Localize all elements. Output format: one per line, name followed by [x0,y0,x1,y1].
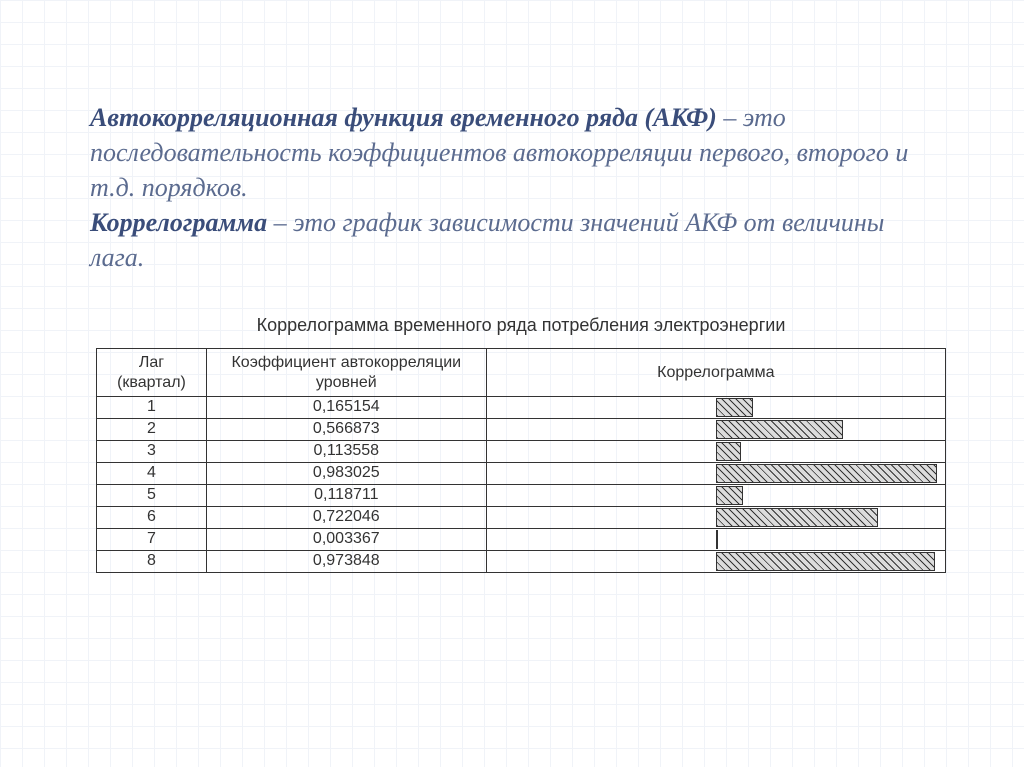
table-row: 30,113558 [97,440,946,462]
cell-correlogram [486,418,945,440]
table-row: 20,566873 [97,418,946,440]
cell-lag: 1 [97,396,207,418]
cell-lag: 2 [97,418,207,440]
correlogram-bar [716,552,935,571]
header-graph: Коррелограмма [486,349,945,396]
table-row: 50,118711 [97,484,946,506]
cell-correlogram [486,528,945,550]
cell-correlogram [486,462,945,484]
cell-lag: 3 [97,440,207,462]
cell-coef: 0,566873 [206,418,486,440]
table-header-row: Лаг (квартал) Коэффициент автокорреляции… [97,349,946,396]
cell-correlogram [486,440,945,462]
cell-correlogram [486,484,945,506]
correlogram-bar [716,420,844,439]
cell-coef: 0,983025 [206,462,486,484]
definitions-block: Автокорреляционная функция временного ря… [90,100,944,275]
cell-coef: 0,722046 [206,506,486,528]
cell-coef: 0,165154 [206,396,486,418]
correlogram-bar [716,442,742,461]
header-coef: Коэффициент автокорреляции уровней [206,349,486,396]
table-section: Коррелограмма временного ряда потреблени… [96,315,944,572]
cell-coef: 0,973848 [206,550,486,572]
cell-lag: 5 [97,484,207,506]
header-lag: Лаг (квартал) [97,349,207,396]
correlogram-bar [716,530,718,549]
table-title: Коррелограмма временного ряда потреблени… [96,315,946,336]
cell-lag: 4 [97,462,207,484]
table-row: 70,003367 [97,528,946,550]
correlogram-bar [716,508,879,527]
cell-coef: 0,118711 [206,484,486,506]
table-row: 80,973848 [97,550,946,572]
correlogram-bar [716,398,753,417]
table-row: 40,983025 [97,462,946,484]
correlogram-bar [716,464,937,483]
cell-lag: 8 [97,550,207,572]
table-row: 60,722046 [97,506,946,528]
cell-correlogram [486,550,945,572]
cell-lag: 7 [97,528,207,550]
term-correlogram: Коррелограмма [90,208,267,237]
cell-coef: 0,113558 [206,440,486,462]
table-row: 10,165154 [97,396,946,418]
cell-lag: 6 [97,506,207,528]
correlogram-table: Лаг (квартал) Коэффициент автокорреляции… [96,348,946,572]
term-akf: Автокорреляционная функция временного ря… [90,103,717,132]
correlogram-bar [716,486,743,505]
cell-coef: 0,003367 [206,528,486,550]
cell-correlogram [486,506,945,528]
cell-correlogram [486,396,945,418]
